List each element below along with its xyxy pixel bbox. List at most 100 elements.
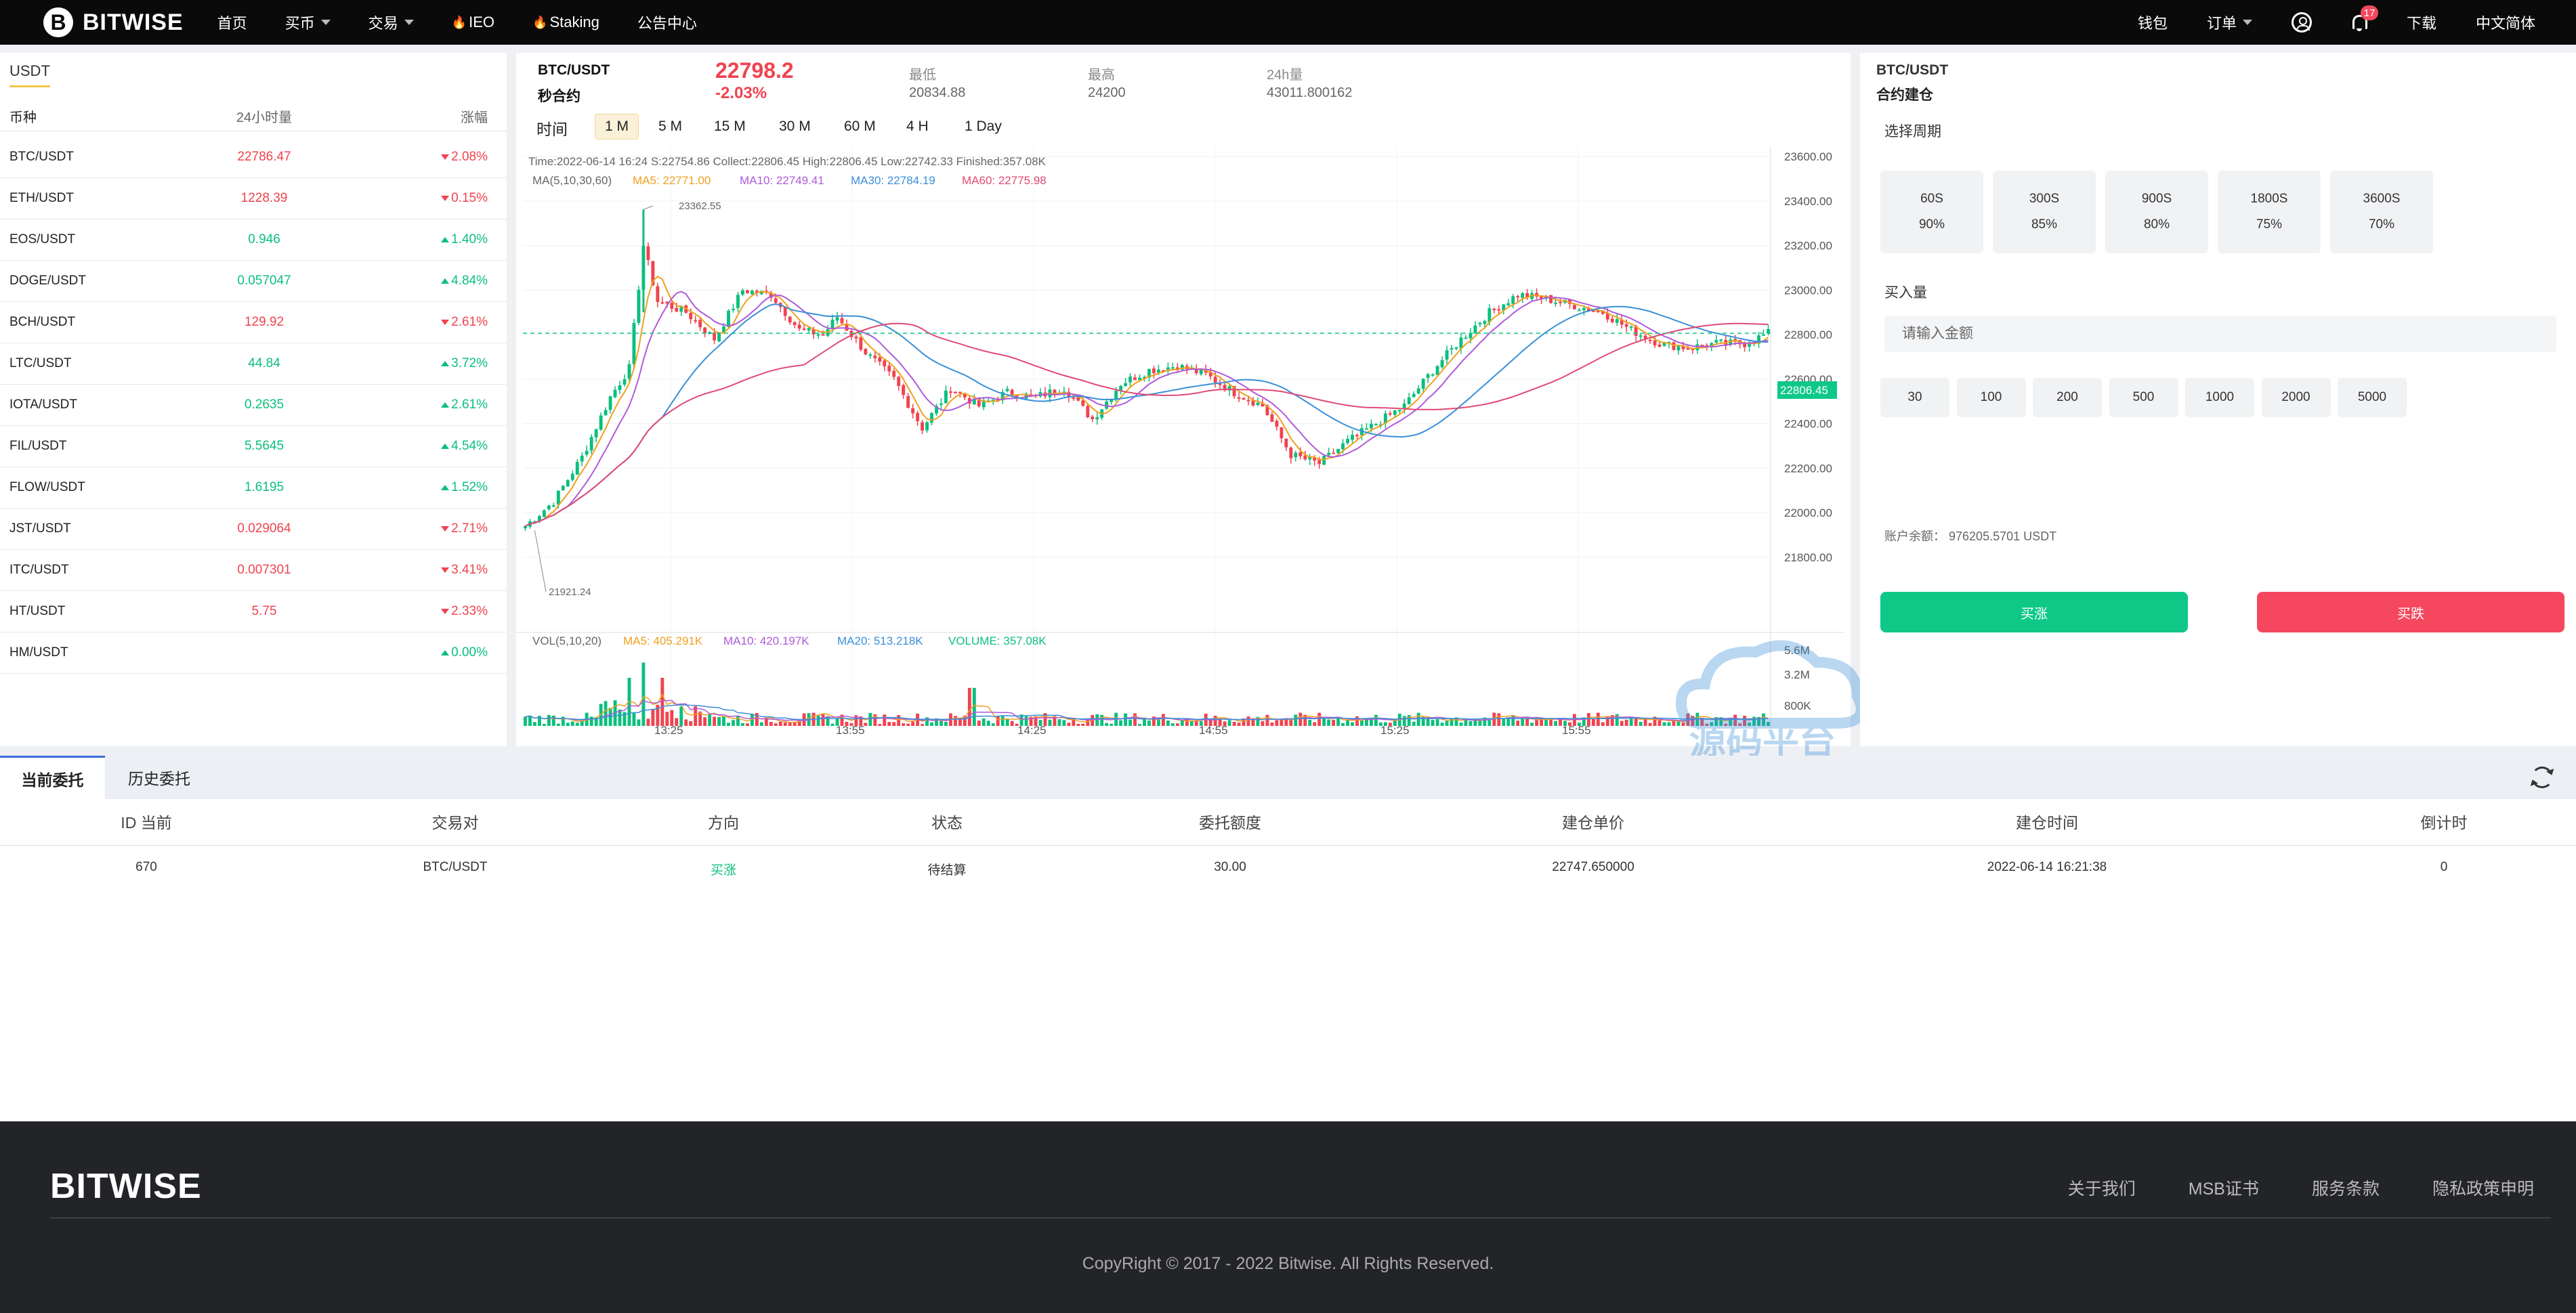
volume-bar (1719, 717, 1723, 726)
quick-amount-5000[interactable]: 5000 (2338, 378, 2407, 417)
timeframe-30-m[interactable]: 30 M (779, 119, 811, 134)
kline-chart[interactable]: 23600.00 23400.00 23200.00 23000.00 22800.00… (516, 146, 1851, 735)
amount-input[interactable] (1884, 316, 2556, 352)
candle (1653, 336, 1657, 349)
volume-bar (1128, 719, 1133, 726)
timeframe-15-m[interactable]: 15 M (714, 119, 746, 134)
market-row-jst-usdt[interactable]: JST/USDT 0.029064 2.71% (0, 509, 507, 550)
volume-bar (1161, 714, 1165, 726)
volume-bar (1298, 712, 1303, 726)
quick-amount-30[interactable]: 30 (1880, 378, 1949, 417)
period-option-300s[interactable]: 300S 85% (1993, 171, 2096, 253)
notifications-button[interactable]: 17 (2351, 5, 2378, 31)
triangle-down-icon (441, 320, 450, 325)
market-volume: 5.5645 (244, 439, 284, 453)
ma30-line (525, 303, 1769, 527)
orders-section: 当前委托 历史委托 ID 当前 交易对 方向 状态 委托额度 建仓单价 建仓时间 倒计时 67… (0, 756, 2576, 1121)
footer-link-0[interactable]: 关于我们 (2067, 1180, 2136, 1199)
brand-logo[interactable]: B BITWISE (43, 0, 184, 45)
buy-up-button[interactable]: 买涨 (1880, 592, 2188, 632)
download-link[interactable]: 下载 (2406, 15, 2436, 32)
candle (897, 375, 901, 391)
volume-bar (717, 716, 721, 726)
period-option-900s[interactable]: 900S 80% (2105, 171, 2208, 253)
volume-bar (1440, 723, 1444, 726)
quick-amount-200[interactable]: 200 (2033, 378, 2102, 417)
tab-history-orders[interactable]: 历史委托 (128, 770, 190, 788)
timeframe-60-m[interactable]: 60 M (844, 119, 876, 134)
candle (580, 452, 584, 467)
orders-table-divider (0, 845, 2576, 846)
refresh-icon[interactable] (2531, 767, 2553, 788)
quick-amount-1000[interactable]: 1000 (2185, 378, 2254, 417)
market-row-fil-usdt[interactable]: FIL/USDT 5.5645 4.54% (0, 426, 507, 467)
col-header-direction: 方向 (708, 814, 739, 832)
period-option-3600s[interactable]: 3600S 70% (2330, 171, 2433, 253)
triangle-down-icon (441, 196, 450, 201)
ma30-value: MA30: 22784.19 (851, 174, 935, 187)
orders-menu[interactable]: 订单 (2207, 12, 2252, 33)
footer-link-3[interactable]: 隐私政策申明 (2432, 1180, 2534, 1199)
quick-amount-100[interactable]: 100 (1956, 378, 2026, 417)
triangle-down-icon (441, 567, 450, 573)
market-row-ltc-usdt[interactable]: LTC/USDT 44.84 3.72% (0, 343, 507, 385)
candle (1450, 345, 1454, 355)
nav-item-2[interactable]: 交易 (368, 12, 414, 33)
volume-average-lines (525, 693, 1769, 723)
volume-bar (830, 723, 835, 726)
footer-link-2[interactable]: 服务条款 (2311, 1180, 2380, 1199)
market-row-eth-usdt[interactable]: ETH/USDT 1228.39 0.15% (0, 178, 507, 219)
market-row-flow-usdt[interactable]: FLOW/USDT 1.6195 1.52% (0, 467, 507, 509)
market-row-doge-usdt[interactable]: DOGE/USDT 0.057047 4.84% (0, 261, 507, 302)
language-selector[interactable]: 中文简体 (2475, 15, 2535, 32)
nav-item-1[interactable]: 买币 (285, 12, 331, 33)
volume-bar (1511, 715, 1515, 726)
volume-bar (713, 716, 717, 726)
timeframe-1-day[interactable]: 1 Day (965, 119, 1002, 134)
volume-bar (1483, 717, 1487, 726)
nav-item-4[interactable]: 🔥 Staking (532, 14, 599, 31)
user-account-button[interactable] (2291, 12, 2312, 33)
market-row-hm-usdt[interactable]: HM/USDT 0.00% (0, 632, 507, 674)
tab-current-orders[interactable]: 当前委托 (0, 756, 105, 799)
buy-down-button[interactable]: 买跌 (2257, 592, 2564, 632)
market-row-btc-usdt[interactable]: BTC/USDT 22786.47 2.08% (0, 137, 507, 178)
timeframe-5-m[interactable]: 5 M (658, 119, 683, 134)
market-list-panel: USDT 币种 24小时量 涨幅 BTC/USDT 22786.47 2.08% ET… (0, 53, 507, 746)
market-row-itc-usdt[interactable]: ITC/USDT 0.007301 3.41% (0, 550, 507, 591)
period-time: 1800S (2250, 192, 2288, 206)
market-tab-usdt[interactable]: USDT (9, 62, 50, 87)
period-option-60s[interactable]: 60S 90% (1880, 171, 1983, 253)
market-row-eos-usdt[interactable]: EOS/USDT 0.946 1.40% (0, 219, 507, 261)
candle (1138, 374, 1141, 381)
candle (1511, 294, 1515, 309)
quick-amount-500[interactable]: 500 (2109, 378, 2178, 417)
period-option-1800s[interactable]: 1800S 75% (2218, 171, 2321, 253)
quick-amount-2000[interactable]: 2000 (2261, 378, 2331, 417)
candle (1762, 329, 1765, 337)
wallet-link[interactable]: 钱包 (2137, 15, 2168, 32)
order-amount: 30.00 (1214, 860, 1246, 874)
volume-bar (1261, 721, 1265, 726)
volume-bar (1152, 716, 1156, 726)
volume-bar (958, 718, 962, 726)
market-row-ht-usdt[interactable]: HT/USDT 5.75 2.33% (0, 591, 507, 632)
candle (1473, 321, 1477, 335)
nav-item-5[interactable]: 公告中心 (637, 12, 697, 33)
footer-link-1[interactable]: MSB证书 (2188, 1180, 2259, 1199)
volume-bar (1402, 716, 1406, 726)
market-pair: FLOW/USDT (9, 480, 85, 494)
period-time: 300S (2029, 192, 2060, 206)
nav-item-0[interactable]: 首页 (217, 12, 247, 33)
timeframe-4-h[interactable]: 4 H (906, 119, 929, 134)
market-row-bch-usdt[interactable]: BCH/USDT 129.92 2.61% (0, 302, 507, 343)
chevron-down-icon (2242, 20, 2252, 25)
volume-bar (1138, 724, 1141, 726)
orders-tab-bar: 当前委托 历史委托 (0, 756, 2576, 799)
footer-logo[interactable]: BITWISE (50, 1167, 202, 1206)
nav-item-3[interactable]: 🔥 IEO (452, 14, 494, 31)
timeframe-1-m[interactable]: 1 M (595, 114, 639, 139)
market-row-iota-usdt[interactable]: IOTA/USDT 0.2635 2.61% (0, 385, 507, 426)
nav-item-label: Staking (549, 14, 599, 30)
candle (618, 381, 622, 394)
